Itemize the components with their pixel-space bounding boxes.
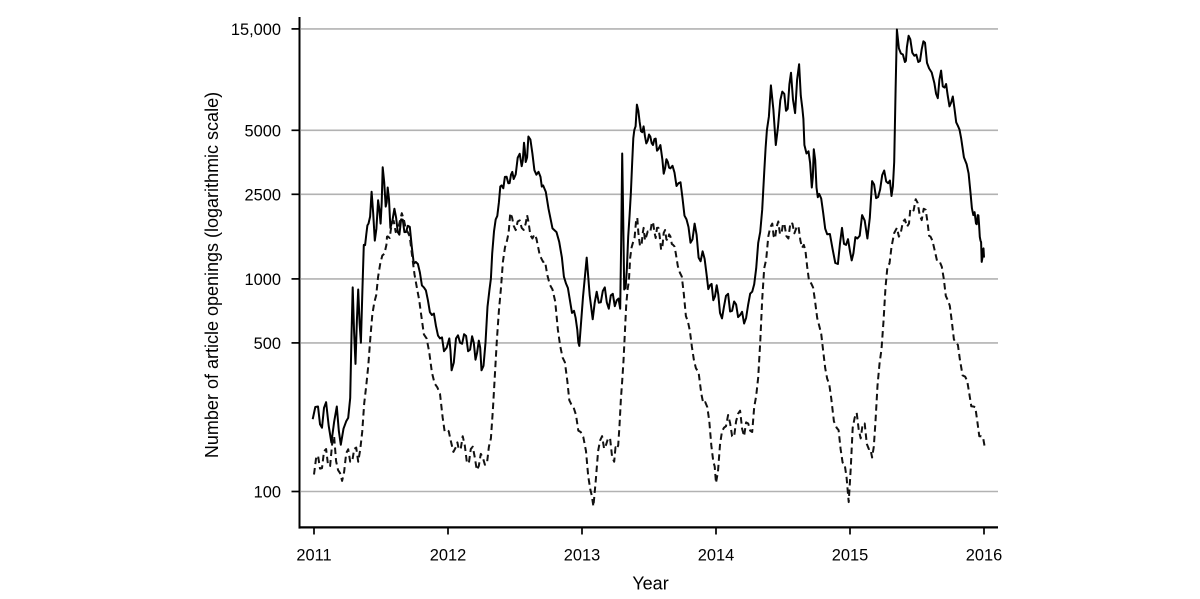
svg-text:2013: 2013	[564, 547, 600, 565]
svg-text:Year: Year	[632, 573, 668, 593]
svg-text:2500: 2500	[245, 186, 281, 204]
svg-text:500: 500	[254, 335, 281, 353]
svg-text:5000: 5000	[245, 122, 281, 140]
svg-text:2011: 2011	[296, 547, 331, 565]
svg-text:2014: 2014	[698, 547, 734, 565]
svg-text:100: 100	[254, 484, 281, 502]
svg-text:15,000: 15,000	[231, 21, 281, 39]
svg-text:Number of article openings (lo: Number of article openings (logarithmic …	[202, 92, 222, 458]
svg-text:2015: 2015	[832, 547, 868, 565]
svg-text:1000: 1000	[245, 271, 281, 289]
svg-text:2012: 2012	[430, 547, 466, 565]
svg-text:2016: 2016	[966, 547, 1002, 565]
